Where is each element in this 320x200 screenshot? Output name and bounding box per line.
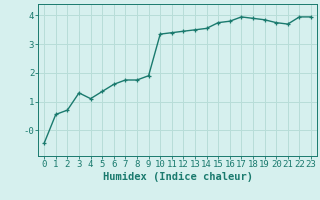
X-axis label: Humidex (Indice chaleur): Humidex (Indice chaleur) [103,172,252,182]
